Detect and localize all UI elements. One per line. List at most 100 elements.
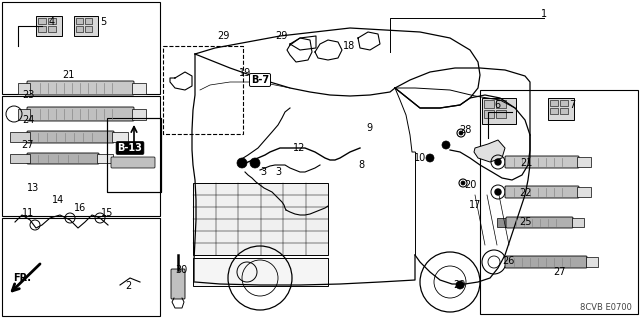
Text: 8CVB E0700: 8CVB E0700 — [580, 303, 632, 313]
Bar — [586, 257, 598, 267]
Bar — [484, 110, 494, 118]
Circle shape — [237, 158, 247, 168]
Bar — [560, 100, 568, 106]
Text: 21: 21 — [62, 70, 74, 80]
Circle shape — [250, 158, 260, 168]
Bar — [497, 218, 507, 227]
Bar — [548, 98, 574, 120]
Bar — [10, 132, 30, 142]
Text: 7: 7 — [569, 100, 575, 110]
Text: 20: 20 — [464, 180, 476, 190]
Circle shape — [461, 181, 465, 185]
Bar — [85, 18, 92, 24]
Bar — [74, 16, 98, 36]
Text: 3: 3 — [260, 167, 266, 177]
Text: 2: 2 — [125, 281, 131, 291]
Bar — [2, 218, 160, 316]
Text: 3: 3 — [275, 167, 281, 177]
Text: 28: 28 — [459, 125, 471, 135]
Bar — [48, 26, 56, 32]
Bar — [550, 108, 558, 114]
Text: 14: 14 — [52, 195, 64, 205]
Text: 22: 22 — [520, 188, 532, 198]
FancyBboxPatch shape — [27, 107, 134, 121]
Bar — [36, 16, 62, 36]
Bar — [496, 110, 506, 118]
FancyBboxPatch shape — [505, 256, 587, 268]
Bar — [85, 26, 92, 32]
Bar — [572, 218, 584, 227]
Bar — [2, 96, 160, 216]
FancyBboxPatch shape — [27, 131, 114, 143]
Text: 5: 5 — [100, 17, 106, 27]
FancyBboxPatch shape — [505, 156, 579, 168]
Bar — [482, 98, 516, 124]
FancyBboxPatch shape — [27, 153, 99, 164]
Text: 9: 9 — [366, 123, 372, 133]
Text: 29: 29 — [453, 280, 465, 290]
Bar — [132, 109, 146, 120]
FancyBboxPatch shape — [505, 186, 579, 198]
Text: 27: 27 — [554, 267, 566, 277]
Text: B-7: B-7 — [251, 75, 269, 85]
Bar — [193, 258, 328, 286]
Text: FR.: FR. — [13, 273, 31, 283]
Bar — [48, 18, 56, 24]
Bar — [76, 26, 83, 32]
Bar — [193, 183, 328, 255]
Text: 29: 29 — [275, 31, 287, 41]
Text: 16: 16 — [74, 203, 86, 213]
Bar — [2, 2, 160, 94]
Bar — [496, 100, 506, 108]
Bar — [163, 46, 243, 134]
Bar — [97, 154, 113, 163]
Text: B-13: B-13 — [118, 143, 143, 153]
Text: 17: 17 — [469, 200, 481, 210]
FancyBboxPatch shape — [506, 217, 573, 228]
Text: 18: 18 — [343, 41, 355, 51]
Text: 6: 6 — [494, 100, 500, 110]
Circle shape — [495, 189, 501, 195]
Bar — [480, 90, 638, 314]
Text: 24: 24 — [22, 115, 34, 125]
FancyBboxPatch shape — [171, 269, 185, 299]
Text: 26: 26 — [502, 256, 514, 266]
Text: 30: 30 — [175, 265, 187, 275]
Bar — [577, 187, 591, 197]
Text: 23: 23 — [22, 90, 34, 100]
FancyBboxPatch shape — [27, 81, 134, 95]
Text: 11: 11 — [22, 208, 34, 218]
Text: 12: 12 — [293, 143, 305, 153]
Bar — [577, 157, 591, 167]
Bar — [38, 26, 46, 32]
Text: 21: 21 — [520, 158, 532, 168]
Text: 27: 27 — [22, 140, 35, 150]
Bar — [18, 83, 30, 94]
Bar — [112, 132, 128, 142]
FancyBboxPatch shape — [111, 157, 155, 168]
Text: 13: 13 — [27, 183, 39, 193]
Bar — [18, 109, 30, 120]
Circle shape — [456, 281, 464, 289]
Circle shape — [426, 154, 434, 162]
Bar — [107, 118, 161, 192]
Bar — [76, 18, 83, 24]
Polygon shape — [474, 140, 505, 162]
Circle shape — [442, 141, 450, 149]
Bar — [132, 83, 146, 94]
Bar — [10, 154, 30, 163]
Text: 4: 4 — [49, 17, 55, 27]
Text: 15: 15 — [101, 208, 113, 218]
Circle shape — [495, 159, 501, 165]
Text: 8: 8 — [358, 160, 364, 170]
Bar — [38, 18, 46, 24]
Bar — [550, 100, 558, 106]
Bar — [484, 100, 494, 108]
Circle shape — [459, 131, 463, 135]
Text: 29: 29 — [217, 31, 229, 41]
Text: 25: 25 — [520, 217, 532, 227]
Bar — [107, 118, 161, 192]
Bar — [560, 108, 568, 114]
Text: 10: 10 — [414, 153, 426, 163]
Text: 1: 1 — [541, 9, 547, 19]
